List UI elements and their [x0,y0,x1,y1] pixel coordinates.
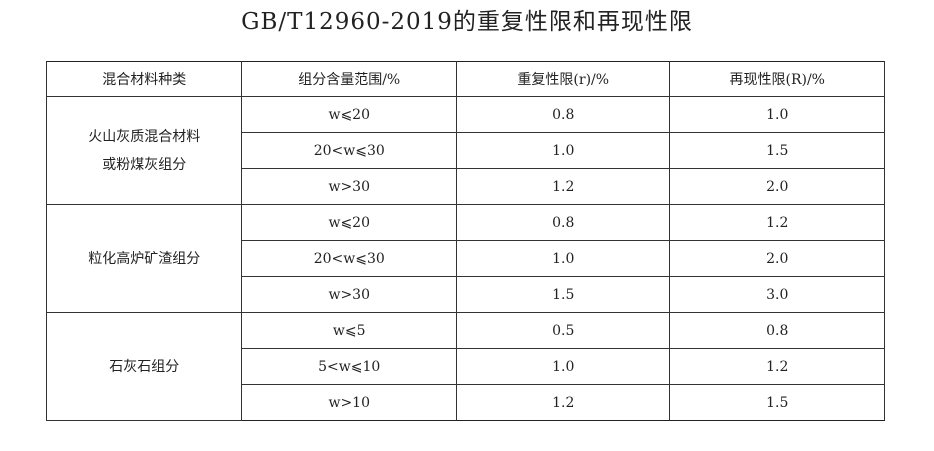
header-cell: 组分含量范围/% [241,61,458,97]
table-cell: 1.0 [456,132,671,169]
table-cell: 1.2 [669,204,885,241]
table-cell: w⩽20 [241,96,458,133]
table-row: w>10 1.2 1.5 [47,384,885,421]
table-cell: w>10 [241,384,458,421]
table-cell: 1.5 [456,276,671,313]
table-cell: 2.0 [669,240,885,277]
table-cell: 1.2 [669,348,885,385]
table-cell: 0.5 [456,312,671,349]
data-table: 混合材料种类 组分含量范围/% 重复性限(r)/% 再现性限(R)/% 火山灰质混合材料… [45,61,885,421]
material-cell: 粒化高炉矿渣组分 [45,204,243,313]
table-row: 20<w⩽30 1.0 1.5 [47,132,885,169]
table-cell: 3.0 [669,276,885,313]
table-cell: 1.0 [456,348,671,385]
table-cell: 0.8 [669,312,885,349]
title: GB/T12960-2019的重复性限和再现性限 [241,9,693,35]
table-cell: 20<w⩽30 [241,132,458,169]
table-cell: 20<w⩽30 [241,240,458,277]
table-cell: 1.2 [456,168,671,205]
header-cell: 再现性限(R)/% [669,61,885,97]
table-cell: 1.0 [456,240,671,277]
table-cell: 1.0 [669,96,885,133]
table-cell: 1.2 [456,384,671,421]
header-row: 混合材料种类 组分含量范围/% 重复性限(r)/% 再现性限(R)/% [45,61,885,97]
table-cell: 5<w⩽10 [241,348,458,385]
table-cell: w⩽5 [241,312,458,349]
material-cell: 火山灰质混合材料 或粉煤灰组分 [45,96,243,205]
table-row: 5<w⩽10 1.0 1.2 [47,348,885,385]
header-cell: 重复性限(r)/% [456,61,671,97]
table-cell: w⩽20 [241,204,458,241]
material-cell: 石灰石组分 [45,312,243,421]
table-row: 火山灰质混合材料 或粉煤灰组分 w⩽20 0.8 1.0 [45,96,885,205]
material-line: 火山灰质混合材料 [88,128,201,145]
table-row: 粒化高炉矿渣组分 w⩽20 0.8 1.2 [45,204,885,313]
table-cell: 0.8 [456,96,671,133]
header-cell: 混合材料种类 [45,61,243,97]
table-row: 20<w⩽30 1.0 2.0 [47,240,885,277]
material-line: 或粉煤灰组分 [102,156,187,173]
material-line: 石灰石组分 [109,358,180,375]
table-cell: 2.0 [669,168,885,205]
table-row: w>30 1.2 2.0 [47,168,885,205]
table-cell: w>30 [241,276,458,313]
table-cell: w>30 [241,168,458,205]
table-cell: 1.5 [669,132,885,169]
table-cell: 0.8 [456,204,671,241]
table-row: w>30 1.5 3.0 [47,276,885,313]
table-row: 石灰石组分 w⩽5 0.5 0.8 [45,312,885,421]
material-line: 粒化高炉矿渣组分 [88,250,201,267]
table-cell: 1.5 [669,384,885,421]
